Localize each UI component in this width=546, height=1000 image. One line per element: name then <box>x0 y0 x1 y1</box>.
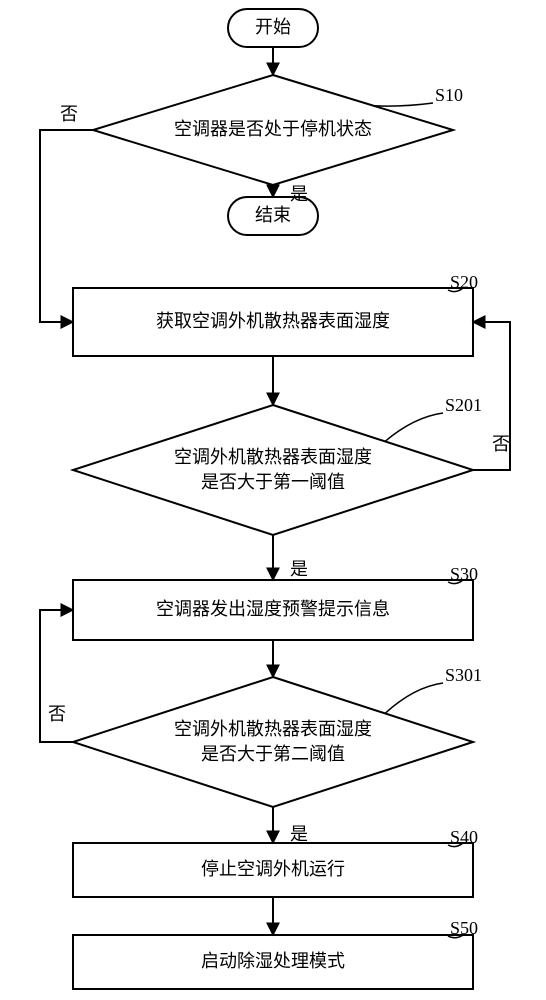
node-s50 <box>73 935 473 989</box>
node-end <box>228 197 318 235</box>
node-s301 <box>73 677 473 807</box>
node-s40 <box>73 843 473 897</box>
edge-s201-s20 <box>473 322 510 470</box>
node-start <box>228 9 318 47</box>
node-s10 <box>93 75 453 185</box>
node-s201 <box>73 405 473 535</box>
leader-s10 <box>374 103 433 106</box>
node-s20 <box>73 288 473 356</box>
node-s30 <box>73 580 473 640</box>
leader-s301 <box>385 683 443 713</box>
leader-s201 <box>385 413 443 441</box>
edge-s301-s30 <box>40 610 73 742</box>
